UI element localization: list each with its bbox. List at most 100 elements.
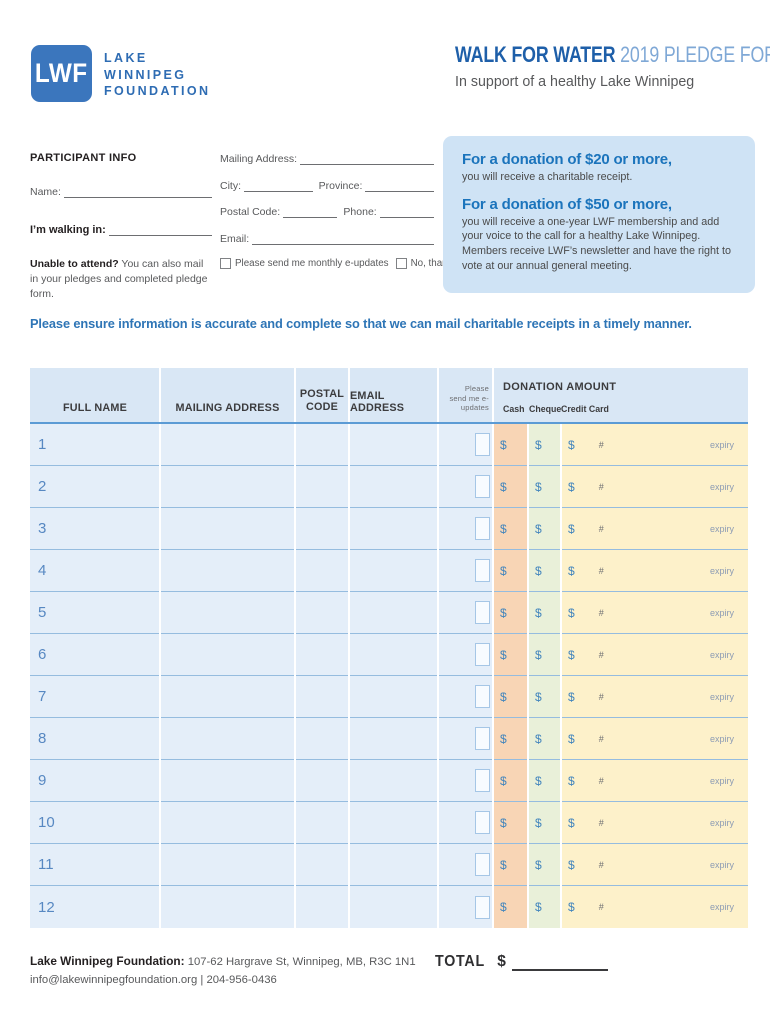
row-credit-card-cell[interactable]: $ # expiry xyxy=(562,592,748,634)
row-postal-code-cell[interactable] xyxy=(296,466,348,508)
row-credit-card-cell[interactable]: $ # expiry xyxy=(562,844,748,886)
row-eupdates-checkbox[interactable] xyxy=(475,769,490,792)
row-email-cell[interactable] xyxy=(350,760,437,802)
row-mailing-address-cell[interactable] xyxy=(161,718,294,760)
row-cash-cell[interactable]: $ xyxy=(494,634,527,676)
row-email-cell[interactable] xyxy=(350,550,437,592)
row-email-cell[interactable] xyxy=(350,592,437,634)
row-mailing-address-cell[interactable] xyxy=(161,550,294,592)
row-mailing-address-cell[interactable] xyxy=(161,760,294,802)
row-eupdates-checkbox[interactable] xyxy=(475,895,490,919)
row-credit-card-cell[interactable]: $ # expiry xyxy=(562,466,748,508)
row-eupdates-checkbox[interactable] xyxy=(475,559,490,582)
row-mailing-address-cell[interactable] xyxy=(161,466,294,508)
row-email-cell[interactable] xyxy=(350,802,437,844)
row-email-cell[interactable] xyxy=(350,886,437,928)
row-cash-cell[interactable]: $ xyxy=(494,592,527,634)
row-cash-cell[interactable]: $ xyxy=(494,508,527,550)
row-credit-card-cell[interactable]: $ # expiry xyxy=(562,802,748,844)
mailing-address-input-line[interactable] xyxy=(300,152,434,165)
row-credit-card-cell[interactable]: $ # expiry xyxy=(562,550,748,592)
row-postal-code-cell[interactable] xyxy=(296,424,348,466)
postal-code-input-line[interactable] xyxy=(283,205,338,218)
row-cheque-cell[interactable]: $ xyxy=(529,466,560,508)
province-input-line[interactable] xyxy=(365,179,434,192)
walking-in-input-line[interactable] xyxy=(108,223,212,236)
row-email-cell[interactable] xyxy=(350,844,437,886)
row-cash-cell[interactable]: $ xyxy=(494,676,527,718)
page-title-form: 2019 PLEDGE FORM xyxy=(620,42,770,67)
row-eupdates-checkbox[interactable] xyxy=(475,811,490,834)
email-input-line[interactable] xyxy=(252,232,434,245)
row-credit-card-cell[interactable]: $ # expiry xyxy=(562,508,748,550)
row-cash-cell[interactable]: $ xyxy=(494,550,527,592)
row-postal-code-cell[interactable] xyxy=(296,634,348,676)
eupdates-no-checkbox[interactable] xyxy=(395,258,407,269)
row-cheque-cell[interactable]: $ xyxy=(529,508,560,550)
row-postal-code-cell[interactable] xyxy=(296,592,348,634)
row-cash-cell[interactable]: $ xyxy=(494,802,527,844)
row-credit-card-cell[interactable]: $ # expiry xyxy=(562,676,748,718)
row-cash-cell[interactable]: $ xyxy=(494,424,527,466)
phone-input-line[interactable] xyxy=(379,205,434,218)
footer-org-name: Lake Winnipeg Foundation: xyxy=(30,954,185,968)
row-eupdates-checkbox[interactable] xyxy=(475,475,490,498)
row-postal-code-cell[interactable] xyxy=(296,886,348,928)
row-postal-code-cell[interactable] xyxy=(296,760,348,802)
row-postal-code-cell[interactable] xyxy=(296,550,348,592)
row-email-cell[interactable] xyxy=(350,718,437,760)
row-eupdates-checkbox[interactable] xyxy=(475,433,490,456)
row-eupdates-checkbox[interactable] xyxy=(475,601,490,624)
city-input-line[interactable] xyxy=(244,179,313,192)
row-credit-card-cell[interactable]: $ # expiry xyxy=(562,718,748,760)
row-mailing-address-cell[interactable] xyxy=(161,886,294,928)
name-input-line[interactable] xyxy=(63,185,212,198)
row-eupdates-checkbox[interactable] xyxy=(475,685,490,708)
row-credit-card-cell[interactable]: $ # expiry xyxy=(562,886,748,928)
total-input-line[interactable] xyxy=(511,956,608,971)
row-cheque-cell[interactable]: $ xyxy=(529,760,560,802)
row-mailing-address-cell[interactable] xyxy=(161,676,294,718)
row-eupdates-checkbox[interactable] xyxy=(475,853,490,876)
row-email-cell[interactable] xyxy=(350,424,437,466)
row-email-cell[interactable] xyxy=(350,676,437,718)
row-eupdates-checkbox[interactable] xyxy=(475,517,490,540)
row-cheque-cell[interactable]: $ xyxy=(529,886,560,928)
row-credit-card-cell[interactable]: $ # expiry xyxy=(562,424,748,466)
row-postal-code-cell[interactable] xyxy=(296,802,348,844)
row-credit-card-cell[interactable]: $ # expiry xyxy=(562,634,748,676)
row-eupdates-checkbox[interactable] xyxy=(475,727,490,750)
row-cheque-cell[interactable]: $ xyxy=(529,424,560,466)
row-mailing-address-cell[interactable] xyxy=(161,802,294,844)
row-cash-cell[interactable]: $ xyxy=(494,886,527,928)
row-eupdates-checkbox[interactable] xyxy=(475,643,490,666)
row-mailing-address-cell[interactable] xyxy=(161,844,294,886)
row-cheque-cell[interactable]: $ xyxy=(529,802,560,844)
row-postal-code-cell[interactable] xyxy=(296,718,348,760)
row-mailing-address-cell[interactable] xyxy=(161,634,294,676)
card-expiry-label: expiry xyxy=(709,691,734,702)
card-number-sign: # xyxy=(598,565,604,576)
row-cheque-cell[interactable]: $ xyxy=(529,844,560,886)
row-email-cell[interactable] xyxy=(350,508,437,550)
row-email-cell[interactable] xyxy=(350,466,437,508)
row-cash-cell[interactable]: $ xyxy=(494,760,527,802)
eupdates-yes-checkbox[interactable] xyxy=(220,258,231,269)
row-postal-code-cell[interactable] xyxy=(296,676,348,718)
row-cheque-cell[interactable]: $ xyxy=(529,676,560,718)
row-mailing-address-cell[interactable] xyxy=(161,592,294,634)
row-cheque-cell[interactable]: $ xyxy=(529,718,560,760)
email-field: Email: xyxy=(220,232,434,245)
row-mailing-address-cell[interactable] xyxy=(161,424,294,466)
row-cheque-cell[interactable]: $ xyxy=(529,592,560,634)
row-mailing-address-cell[interactable] xyxy=(161,508,294,550)
row-postal-code-cell[interactable] xyxy=(296,844,348,886)
row-postal-code-cell[interactable] xyxy=(296,508,348,550)
row-cash-cell[interactable]: $ xyxy=(494,844,527,886)
row-cash-cell[interactable]: $ xyxy=(494,466,527,508)
row-cheque-cell[interactable]: $ xyxy=(529,634,560,676)
row-cash-cell[interactable]: $ xyxy=(494,718,527,760)
row-cheque-cell[interactable]: $ xyxy=(529,550,560,592)
row-email-cell[interactable] xyxy=(350,634,437,676)
row-credit-card-cell[interactable]: $ # expiry xyxy=(562,760,748,802)
